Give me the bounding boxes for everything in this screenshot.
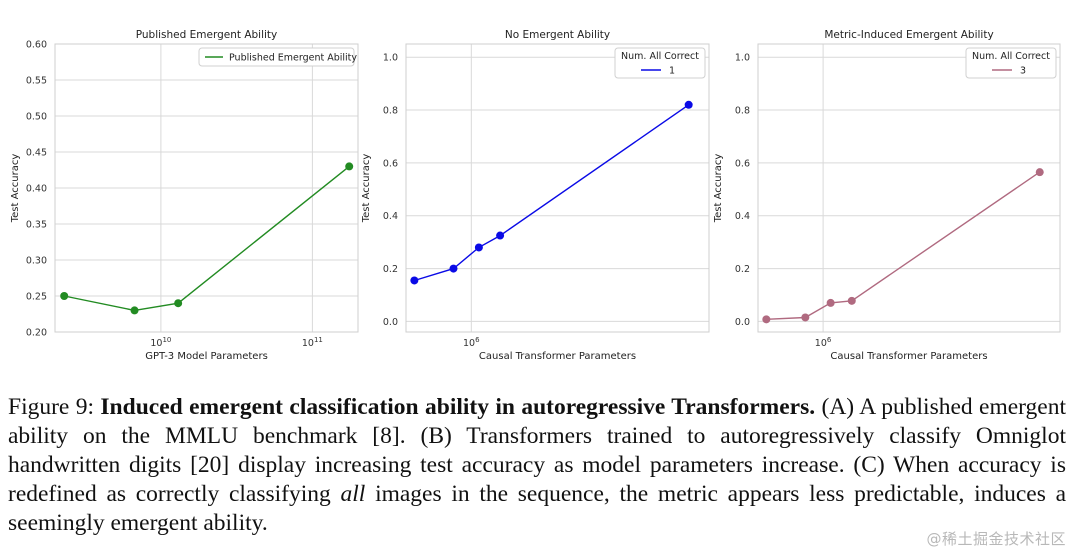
chart-metric-induced-emergent-ability: 0.0 0.2 0.4 0.6 0.8 1.0 106 Metric-Induced Emer…	[713, 29, 1061, 362]
data-point	[801, 313, 810, 322]
legend-entry: 3	[1020, 66, 1026, 77]
x-tick-label: 106	[815, 336, 832, 349]
data-point	[174, 299, 183, 308]
data-point	[345, 162, 354, 171]
y-tick-label: 0.8	[735, 106, 750, 117]
y-tick-label: 0.35	[26, 220, 47, 231]
y-axis-label: Test Accuracy	[10, 154, 21, 224]
y-tick-label: 0.0	[735, 317, 750, 328]
figure-caption: Figure 9: Induced emergent classificatio…	[8, 393, 1066, 538]
caption-bold-title: Induced emergent classification ability …	[100, 394, 816, 420]
legend-entry: Published Emergent Ability	[229, 53, 357, 64]
y-tick-label: 0.6	[735, 158, 750, 169]
y-tick-label: 0.0	[383, 317, 398, 328]
y-tick-label: 0.30	[26, 256, 47, 267]
legend-box	[614, 47, 706, 79]
data-point	[684, 100, 693, 109]
x-tick-label: 1011	[302, 336, 323, 349]
data-point	[60, 292, 69, 300]
caption-text-part1: (A) A published emergent ability on the …	[8, 394, 1067, 507]
series-line	[64, 165, 350, 312]
data-point	[1035, 168, 1044, 177]
y-tick-label: 0.20	[26, 328, 47, 339]
y-tick-label: 0.4	[383, 211, 398, 222]
series-line	[766, 171, 1041, 320]
plot-frame	[54, 43, 359, 333]
y-tick-label: 0.25	[26, 292, 47, 303]
y-tick-label: 1.0	[735, 53, 750, 64]
series-line	[414, 104, 690, 282]
chart-no-emergent-ability: 0.0 0.2 0.4 0.6 0.8 1.0 106 No Emergent Ability…	[361, 29, 710, 362]
watermark: @稀土掘金技术社区	[926, 530, 1066, 548]
y-tick-label: 0.2	[383, 264, 398, 275]
x-axis-label: GPT-3 Model Parameters	[145, 351, 268, 362]
chart-title: No Emergent Ability	[505, 29, 610, 41]
chart-title: Metric-Induced Emergent Ability	[824, 29, 993, 41]
x-axis-label: Causal Transformer Parameters	[830, 351, 987, 362]
data-point	[474, 243, 483, 252]
chart-published-emergent-ability: 0.20 0.25 0.30 0.35 0.40 0.45 0.50 0.55 0.60 1010…	[10, 29, 359, 362]
x-axis-label: Causal Transformer Parameters	[479, 351, 636, 362]
caption-text-part2: images in the sequence, the metric appea…	[8, 481, 1067, 536]
legend-box	[198, 47, 355, 67]
plot-frame	[405, 43, 710, 333]
data-point	[762, 315, 771, 324]
y-tick-label: 0.50	[26, 112, 47, 123]
data-point	[130, 306, 139, 315]
y-tick-label: 1.0	[383, 53, 398, 64]
chart-title: Published Emergent Ability	[136, 29, 278, 41]
y-axis-label: Test Accuracy	[713, 154, 724, 224]
data-point	[449, 264, 458, 273]
y-tick-label: 0.4	[735, 211, 750, 222]
plot-frame	[757, 43, 1061, 333]
data-point	[496, 231, 505, 240]
data-point	[410, 276, 419, 285]
legend-title: Num. All Correct	[621, 51, 699, 62]
y-tick-label: 0.40	[26, 184, 47, 195]
legend-box	[965, 47, 1057, 79]
y-tick-label: 0.60	[26, 40, 47, 51]
y-tick-label: 0.2	[735, 264, 750, 275]
y-tick-label: 0.55	[26, 76, 47, 87]
y-tick-label: 0.8	[383, 106, 398, 117]
legend-entry: 1	[669, 66, 675, 77]
caption-label: Figure 9:	[8, 394, 95, 420]
y-tick-label: 0.45	[26, 148, 47, 159]
data-point	[826, 298, 835, 307]
y-axis-label: Test Accuracy	[361, 154, 372, 224]
x-tick-label: 106	[463, 336, 480, 349]
legend-title: Num. All Correct	[972, 51, 1050, 62]
figure-charts: 0.20 0.25 0.30 0.35 0.40 0.45 0.50 0.55 0.60 1010…	[10, 29, 1061, 362]
y-tick-label: 0.6	[383, 158, 398, 169]
x-tick-label: 1010	[150, 336, 171, 349]
caption-italic-word: all	[340, 481, 366, 507]
data-point	[847, 296, 856, 305]
